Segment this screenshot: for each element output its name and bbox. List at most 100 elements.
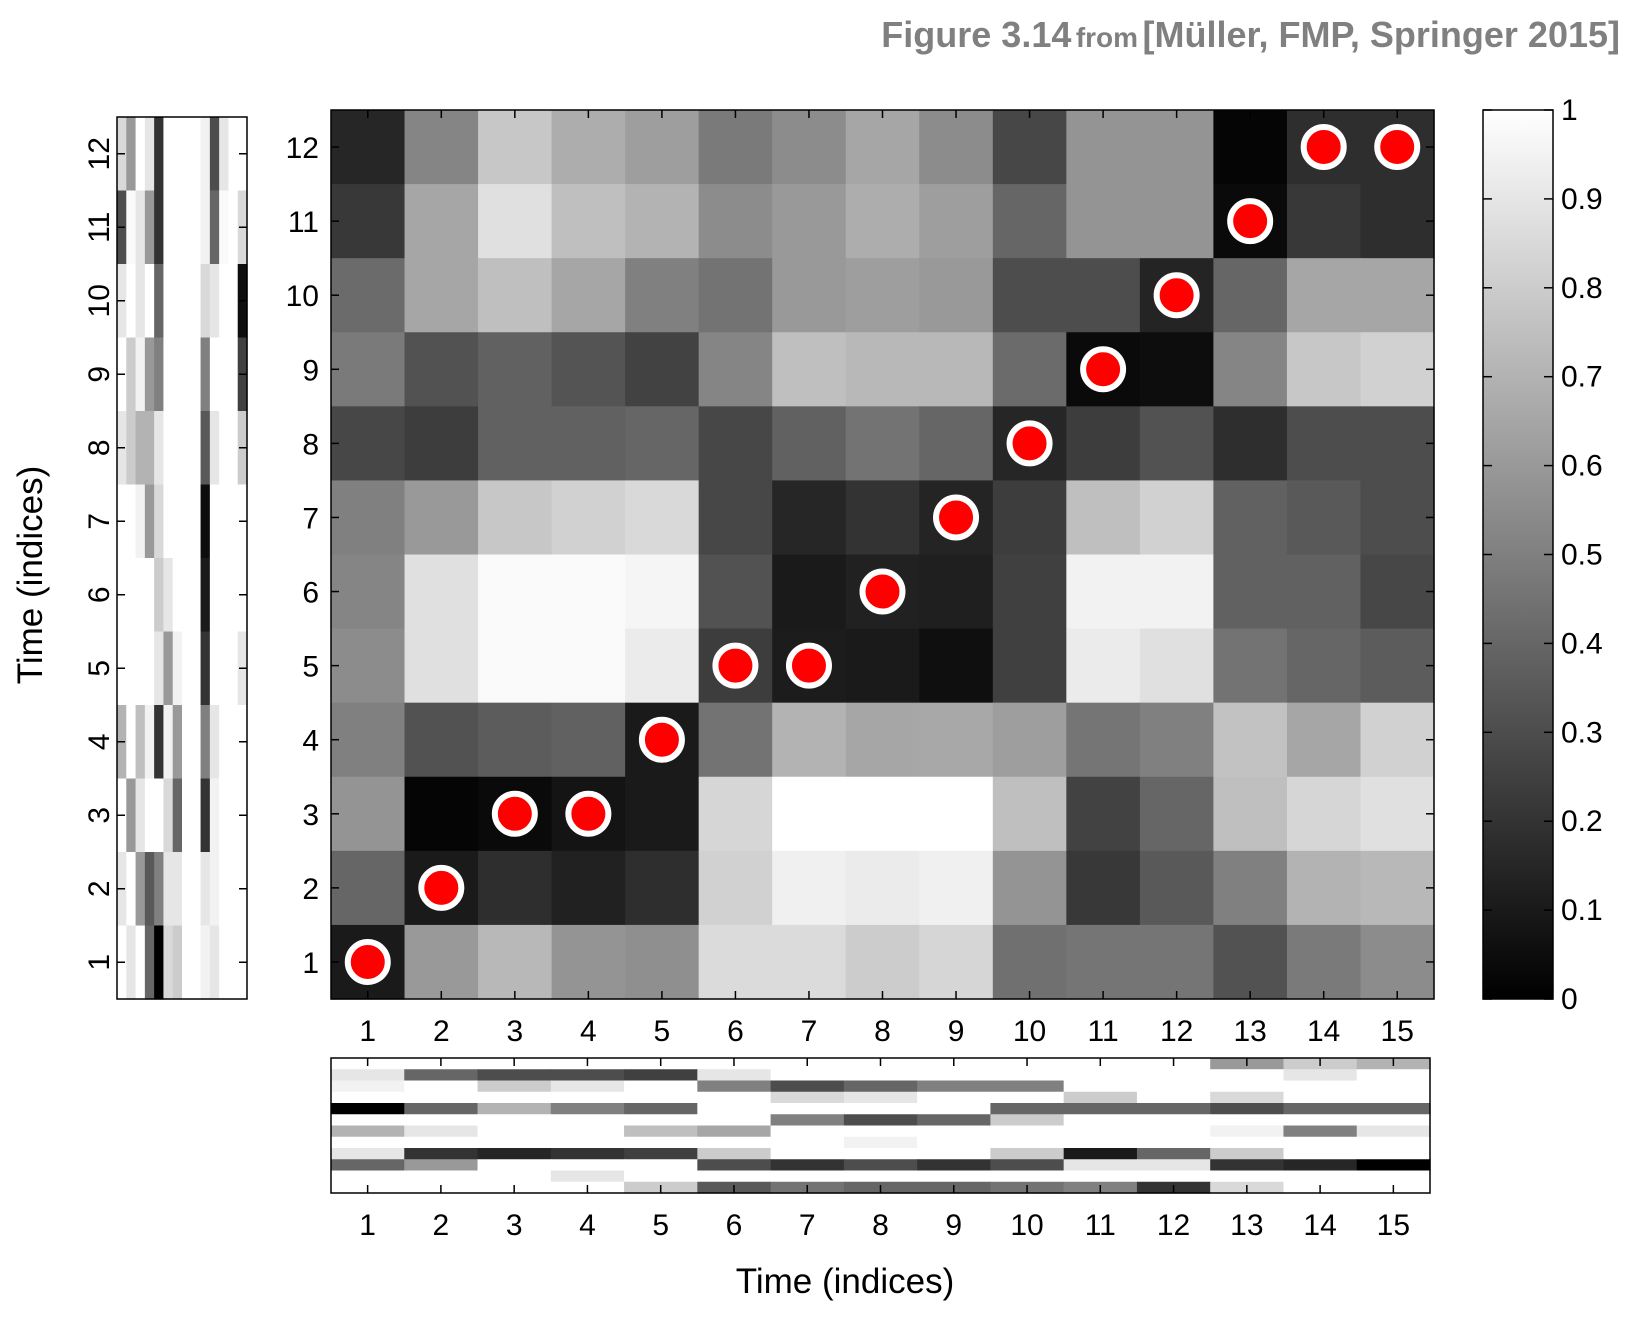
feature-cell	[209, 852, 220, 927]
heatmap-cell	[1360, 628, 1435, 704]
heatmap-cell	[919, 406, 994, 482]
feature-cell	[209, 337, 220, 412]
figure-from-label: from	[1075, 22, 1139, 53]
feature-cell	[126, 411, 137, 486]
feature-cell	[550, 1136, 625, 1149]
feature-cell	[1136, 1069, 1211, 1082]
left-y-tick-label: 1	[83, 954, 116, 971]
path-point	[491, 790, 538, 837]
feature-cell	[144, 925, 155, 1000]
heatmap-cell	[845, 850, 920, 926]
heatmap-cell	[1066, 110, 1141, 185]
feature-cell	[917, 1080, 991, 1093]
heatmap-cell	[331, 332, 406, 407]
feature-cell	[1136, 1170, 1211, 1183]
feature-cell	[228, 264, 239, 339]
feature-cell	[1210, 1080, 1285, 1093]
heatmap-cell	[478, 850, 553, 926]
heatmap-cell	[1360, 332, 1435, 407]
heatmap-cell	[1213, 258, 1288, 333]
heatmap-cell	[698, 258, 773, 333]
heatmap-cell	[992, 924, 1067, 1000]
heatmap-cell	[551, 850, 626, 926]
heatmap-cell	[1066, 184, 1141, 259]
feature-cell	[477, 1080, 552, 1093]
feature-cell	[843, 1069, 918, 1082]
feature-cell	[624, 1136, 698, 1149]
feature-cell	[917, 1159, 991, 1172]
feature-cell	[843, 1091, 918, 1104]
feature-cell	[228, 852, 239, 927]
path-point	[344, 938, 391, 985]
feature-cell	[1063, 1103, 1138, 1115]
heatmap-cell	[551, 184, 626, 259]
heatmap-cell	[772, 850, 847, 926]
heatmap-cell	[992, 850, 1067, 926]
feature-cell	[200, 852, 211, 927]
x-tick-label: 11	[1088, 1015, 1119, 1048]
feature-cell	[990, 1125, 1065, 1138]
feature-cell	[697, 1159, 772, 1172]
heatmap-cell	[1360, 776, 1435, 852]
path-point	[1227, 198, 1274, 245]
feature-cell	[624, 1125, 698, 1138]
x-tick-label: 7	[801, 1015, 818, 1048]
feature-cell	[404, 1159, 479, 1172]
feature-cell	[1063, 1170, 1138, 1183]
left-y-tick-label: 8	[83, 439, 116, 456]
left-y-tick-label: 12	[83, 137, 116, 170]
heatmap-cell	[698, 850, 773, 926]
feature-cell	[144, 337, 155, 412]
feature-cell	[200, 337, 211, 412]
feature-cell	[163, 411, 174, 486]
feature-cell	[228, 925, 239, 1000]
feature-cell	[163, 631, 174, 706]
feature-cell	[477, 1148, 552, 1160]
feature-cell	[1210, 1136, 1285, 1149]
feature-cell	[331, 1114, 405, 1127]
feature-cell	[209, 631, 220, 706]
feature-cell	[1210, 1114, 1285, 1127]
heatmap-cell	[1139, 850, 1214, 926]
heatmap-cell	[1213, 702, 1288, 778]
feature-cell	[191, 925, 202, 1000]
feature-cell	[126, 117, 137, 192]
feature-cell	[200, 558, 211, 633]
feature-cell	[990, 1159, 1065, 1172]
colorbar-tick-label: 0.3	[1561, 716, 1603, 749]
path-point	[1080, 346, 1127, 393]
y-tick-label: 5	[302, 651, 319, 684]
feature-cell	[624, 1080, 698, 1093]
feature-cell	[135, 264, 146, 339]
x-axis-label: Time (indices)	[736, 1262, 954, 1301]
heatmap-cell	[1213, 110, 1288, 185]
feature-cell	[550, 1125, 625, 1138]
feature-cell	[990, 1069, 1065, 1082]
feature-cell	[770, 1136, 845, 1149]
heatmap-cell	[331, 406, 406, 482]
colorbar: 0 0.1 0.2 0.3 0.4 0.5 0.6 0.7 0.8 0.9 1	[1482, 94, 1603, 1016]
feature-cell	[1210, 1148, 1285, 1160]
feature-cell	[209, 925, 220, 1000]
y-tick-label: 3	[302, 799, 319, 832]
feature-cell	[182, 117, 192, 192]
feature-cell	[404, 1125, 479, 1138]
feature-cell	[191, 264, 202, 339]
feature-cell	[135, 925, 146, 1000]
heatmap-cell	[1213, 480, 1288, 556]
bottom-x-tick-label: 15	[1377, 1209, 1410, 1242]
feature-cell	[228, 558, 239, 633]
feature-cell	[1136, 1125, 1211, 1138]
feature-cell	[1356, 1103, 1431, 1115]
heatmap-cell	[1286, 850, 1362, 926]
left-feature-frame	[116, 116, 248, 1000]
feature-cell	[144, 558, 155, 633]
feature-cell	[219, 558, 230, 633]
feature-cell	[477, 1136, 552, 1149]
feature-cell	[191, 484, 202, 559]
feature-cell	[191, 190, 202, 265]
heatmap-cell	[1139, 406, 1214, 482]
feature-cell	[1356, 1148, 1431, 1160]
feature-cell	[144, 852, 155, 927]
feature-cell	[990, 1170, 1065, 1183]
